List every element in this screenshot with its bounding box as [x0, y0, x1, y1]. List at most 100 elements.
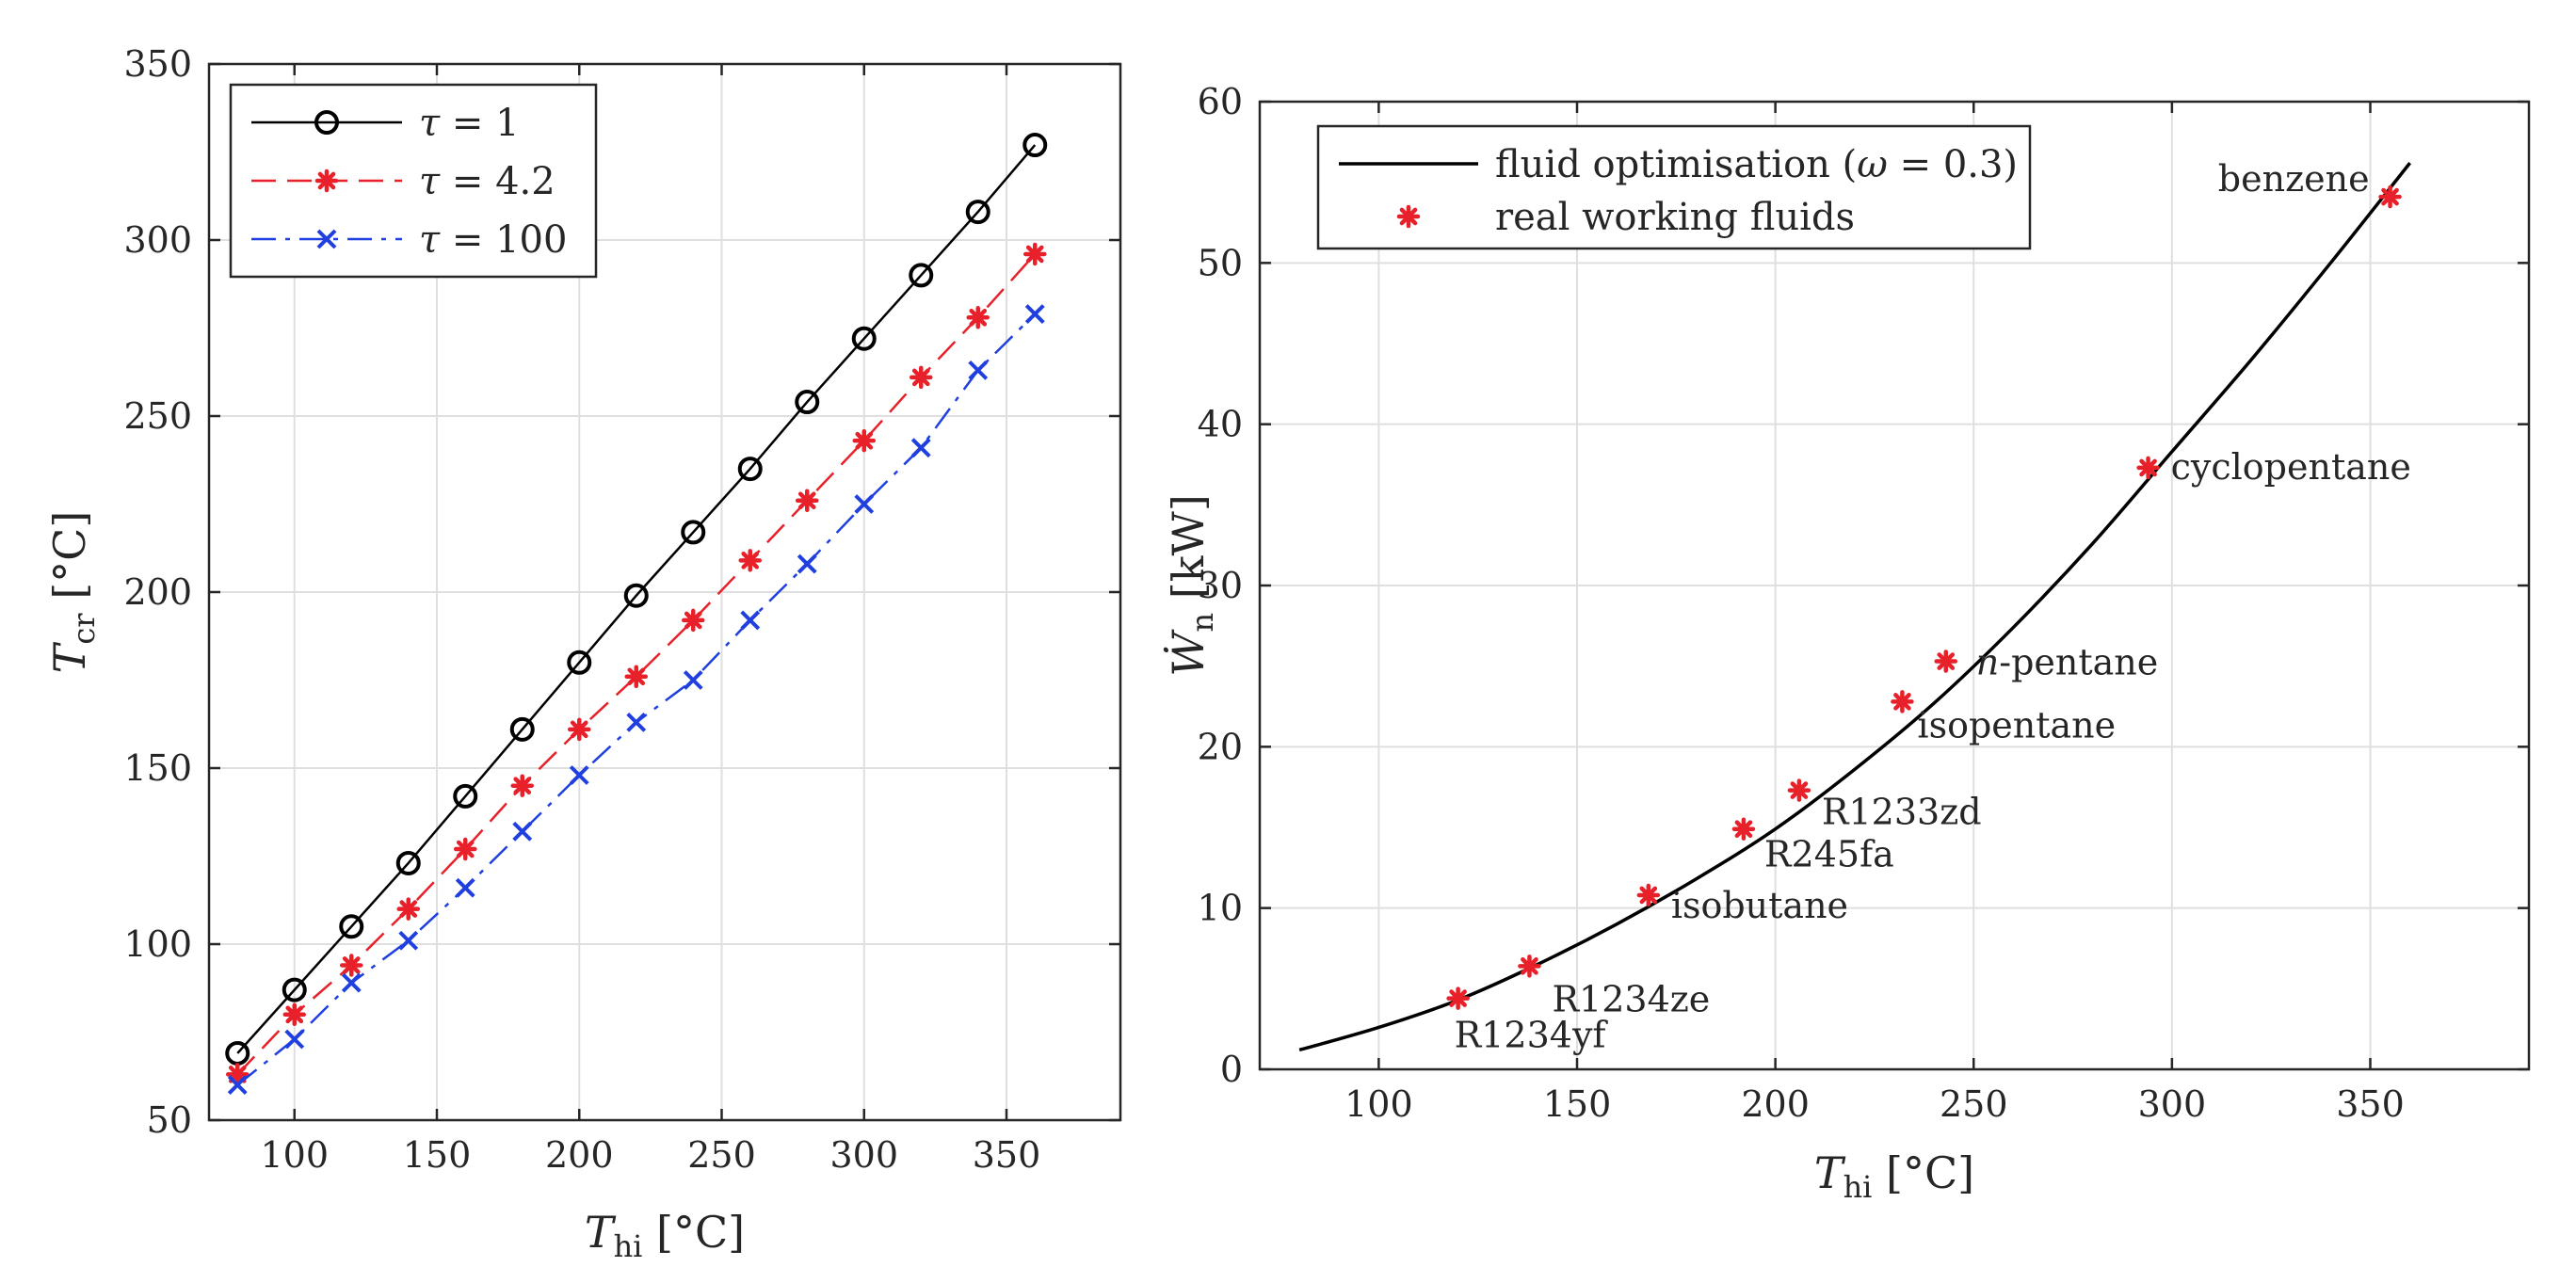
left-y-tick-label: 250	[123, 395, 192, 437]
left-series-2-point	[797, 553, 817, 574]
right-y-axis-label: Ẇn [kW]	[1162, 494, 1220, 677]
right-fluid-label: R1234ze	[1552, 978, 1710, 1019]
right-legend-label-points: real working fluids	[1495, 196, 1855, 239]
right-y-tick-label: 30	[1198, 565, 1243, 606]
left-series-2-point	[854, 494, 875, 514]
right-x-tick-label: 150	[1543, 1083, 1612, 1125]
right-ticks: 100 150 200 250 300 350 0 10 20 30 40 50 60	[1198, 81, 2529, 1125]
right-fluid-label: isobutane	[1671, 885, 1848, 926]
right-y-tick-label: 60	[1198, 81, 1243, 122]
right-fluid-point	[1731, 817, 1756, 841]
left-x-tick-label: 200	[545, 1134, 614, 1176]
right-legend-label-curve: fluid optimisation (ω = 0.3)	[1495, 143, 2018, 186]
left-series-0-point	[395, 850, 421, 875]
left-y-tick-label: 350	[123, 43, 192, 85]
left-legend-marker-2	[316, 229, 337, 249]
left-x-tick-label: 300	[829, 1134, 898, 1176]
left-series-1-point	[282, 1002, 306, 1027]
left-series-2-point	[398, 930, 419, 951]
right-y-tick-label: 40	[1198, 404, 1243, 445]
right-x-tick-label: 300	[2138, 1083, 2207, 1125]
left-series-line-0	[236, 144, 1037, 1054]
right-fluid-label: n-pentane	[1976, 642, 2159, 683]
right-y-tick-label: 20	[1198, 726, 1243, 767]
right-fluid-point	[2136, 456, 2160, 480]
right-curve-line	[1298, 162, 2412, 1052]
left-legend-label-2: τ = 100	[419, 218, 567, 262]
left-series-0-point	[453, 783, 478, 809]
left-series-1-point	[682, 608, 705, 633]
left-series-0-point	[737, 457, 763, 482]
right-fluid-label: cyclopentane	[2171, 446, 2411, 488]
left-ticks: 100 150 200 250 300 350 50 100 150 200 250 300 350	[123, 43, 1120, 1176]
left-series-1-point	[796, 489, 819, 513]
left-series-2-point	[740, 610, 761, 631]
right-legend-box	[1316, 124, 2032, 250]
left-series-2-point	[910, 438, 931, 458]
left-series-0-point	[623, 583, 649, 608]
right-fluid-point	[1518, 954, 1541, 978]
right-fluid-label: R1233zd	[1822, 792, 1982, 833]
left-series-0-point	[282, 977, 307, 1002]
right-x-tick-label: 350	[2336, 1083, 2405, 1125]
left-series-2-point	[455, 877, 475, 898]
right-series-group	[1298, 162, 2412, 1052]
left-series-1-point	[340, 954, 363, 977]
left-series-2-point	[284, 1029, 305, 1050]
right-fluid-point	[1787, 778, 1811, 802]
left-series-0-point	[851, 326, 877, 351]
left-series-1-point	[510, 774, 534, 797]
left-legend: τ = 1 τ = 4.2 τ = 100	[229, 83, 598, 279]
left-series-0-point	[339, 914, 364, 939]
left-series-0-point	[681, 520, 706, 545]
left-y-tick-label: 100	[123, 923, 192, 965]
right-legend: fluid optimisation (ω = 0.3) real working…	[1316, 124, 2032, 250]
left-legend-marker-0	[314, 110, 339, 135]
right-fluid-label: R245fa	[1764, 834, 1894, 875]
left-x-tick-label: 350	[973, 1134, 1041, 1176]
left-series-line-1	[236, 253, 1037, 1076]
left-series-1-point	[738, 549, 762, 572]
left-series-1-point	[852, 428, 876, 453]
left-legend-label-1: τ = 4.2	[419, 160, 555, 203]
right-y-tick-label: 10	[1198, 888, 1243, 929]
right-fluid-label: benzene	[2218, 158, 2370, 200]
left-series-2-point	[968, 360, 989, 380]
left-y-tick-label: 50	[147, 1099, 192, 1141]
left-series-1-point	[1023, 242, 1047, 266]
right-y-tick-label: 0	[1220, 1049, 1243, 1090]
left-x-tick-label: 150	[403, 1134, 472, 1176]
right-fluid-label: isopentane	[1917, 704, 2116, 746]
left-y-tick-label: 200	[123, 571, 192, 613]
left-series-group	[225, 133, 1048, 1096]
right-fluid-point	[1934, 650, 1958, 673]
right-x-tick-label: 250	[1940, 1083, 2008, 1125]
left-series-2-point	[683, 670, 703, 690]
left-series-2-point	[626, 712, 647, 732]
left-x-axis-label: Thi [°C]	[585, 1207, 745, 1264]
right-legend-marker	[1396, 204, 1421, 229]
left-series-1-point	[454, 837, 477, 861]
left-series-0-point	[509, 716, 535, 742]
left-series-1-point	[910, 365, 933, 390]
left-series-1-point	[396, 897, 420, 921]
left-series-0-point	[965, 200, 990, 225]
left-legend-marker-1	[314, 168, 339, 193]
right-fluid-point	[2378, 184, 2402, 209]
left-series-0-point	[795, 390, 820, 415]
right-y-tick-label: 50	[1198, 242, 1243, 283]
left-series-2-point	[341, 972, 362, 993]
left-x-tick-label: 100	[260, 1134, 329, 1176]
right-fluid-point	[1891, 690, 1914, 714]
left-series-2-point	[1024, 304, 1045, 324]
left-legend-label-0: τ = 1	[419, 102, 520, 145]
left-series-0-point	[909, 263, 934, 288]
left-series-2-point	[569, 765, 589, 785]
left-series-0-point	[567, 650, 592, 675]
left-series-2-point	[227, 1075, 248, 1096]
left-series-0-point	[1022, 133, 1048, 158]
right-fluid-point	[1636, 883, 1661, 907]
